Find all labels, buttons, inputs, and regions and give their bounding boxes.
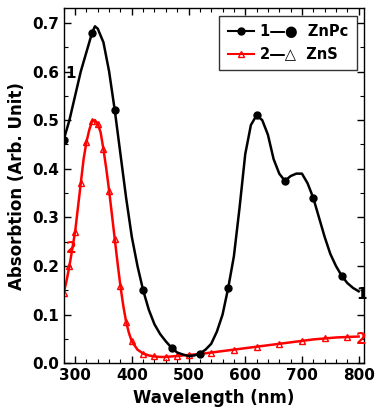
ZnPc bbox=[186, 354, 191, 359]
ZnS bbox=[152, 354, 157, 359]
ZnS bbox=[93, 118, 97, 123]
ZnS bbox=[345, 334, 350, 339]
ZnS bbox=[101, 147, 106, 152]
ZnS bbox=[87, 127, 92, 132]
Text: 1: 1 bbox=[65, 66, 76, 81]
ZnS bbox=[98, 130, 103, 135]
ZnS bbox=[135, 347, 140, 352]
ZnS bbox=[288, 340, 293, 345]
ZnS bbox=[141, 351, 146, 356]
ZnPc bbox=[113, 108, 117, 113]
ZnS bbox=[180, 353, 185, 358]
ZnS bbox=[277, 341, 282, 346]
Text: 2: 2 bbox=[356, 332, 367, 347]
ZnS bbox=[67, 264, 72, 269]
ZnS bbox=[121, 303, 126, 308]
ZnS bbox=[356, 334, 361, 339]
ZnS bbox=[118, 284, 123, 289]
ZnS bbox=[124, 320, 128, 325]
ZnS bbox=[73, 229, 77, 234]
ZnPc bbox=[356, 289, 361, 294]
ZnS bbox=[147, 353, 151, 358]
ZnPc bbox=[175, 350, 180, 355]
ZnPc bbox=[61, 137, 66, 142]
ZnS bbox=[64, 278, 69, 283]
Legend: 1―●  ZnPc, 2―△  ZnS: 1―● ZnPc, 2―△ ZnS bbox=[219, 16, 357, 71]
ZnS bbox=[110, 212, 114, 217]
ZnPc bbox=[249, 122, 253, 127]
Text: 2: 2 bbox=[65, 242, 76, 256]
ZnPc bbox=[243, 152, 247, 157]
ZnS bbox=[254, 344, 259, 349]
ZnS bbox=[220, 349, 225, 354]
Line: ZnPc: ZnPc bbox=[60, 23, 362, 359]
Text: 1: 1 bbox=[356, 287, 366, 302]
X-axis label: Wavelength (nm): Wavelength (nm) bbox=[133, 389, 295, 407]
ZnS bbox=[322, 336, 327, 341]
ZnS bbox=[158, 354, 162, 359]
Y-axis label: Absorbtion (Arb. Unit): Absorbtion (Arb. Unit) bbox=[8, 82, 26, 290]
ZnS bbox=[129, 339, 134, 344]
ZnS bbox=[198, 352, 202, 356]
ZnS bbox=[164, 354, 168, 359]
ZnS bbox=[334, 335, 338, 340]
ZnS bbox=[90, 119, 94, 124]
ZnS bbox=[115, 261, 120, 266]
ZnS bbox=[243, 346, 247, 351]
ZnPc bbox=[271, 156, 276, 161]
ZnS bbox=[61, 290, 66, 295]
ZnS bbox=[300, 338, 304, 343]
ZnS bbox=[175, 354, 180, 359]
ZnS bbox=[113, 237, 117, 242]
ZnS bbox=[186, 352, 191, 357]
ZnPc bbox=[232, 254, 236, 259]
ZnPc bbox=[93, 24, 97, 29]
ZnS bbox=[84, 139, 89, 144]
Line: ZnS: ZnS bbox=[60, 117, 362, 360]
ZnS bbox=[232, 347, 236, 352]
ZnS bbox=[81, 156, 86, 161]
ZnS bbox=[70, 247, 75, 251]
ZnS bbox=[169, 354, 174, 359]
ZnS bbox=[104, 166, 109, 171]
ZnS bbox=[107, 188, 111, 193]
ZnS bbox=[311, 337, 316, 342]
ZnS bbox=[95, 122, 100, 127]
ZnS bbox=[209, 350, 213, 355]
ZnS bbox=[127, 331, 131, 336]
ZnS bbox=[75, 205, 80, 210]
ZnS bbox=[79, 181, 83, 186]
ZnS bbox=[266, 343, 270, 348]
